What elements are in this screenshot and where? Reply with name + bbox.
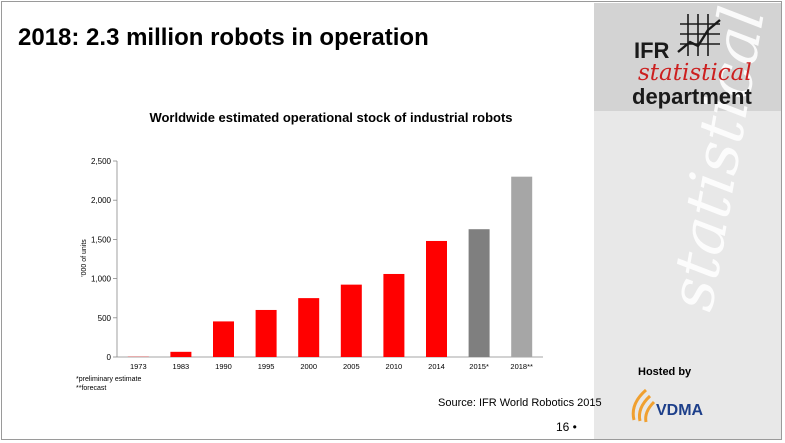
bar-2000 [298,298,320,357]
vdma-logo-text: VDMA [656,402,704,419]
bar-2005 [340,284,362,357]
hosted-by-label: Hosted by [638,366,692,378]
source-text: Source: IFR World Robotics 2015 [438,397,602,409]
x-tick-label: 1990 [215,362,232,371]
bars [127,176,533,357]
side-panel: statistical [594,3,782,440]
vdma-swoosh-icon [631,388,656,423]
page-number: 16 • [556,420,577,434]
ifr-logo-text: IFR [634,38,670,63]
footnotes: *preliminary estimate **forecast [76,375,141,393]
footnote-forecast: **forecast [76,385,107,392]
x-tick-label: 2010 [386,362,403,371]
x-tick-label: 1995 [258,362,275,371]
footnote-preliminary: *preliminary estimate [76,376,142,383]
bar-1983 [170,351,192,357]
bar-2018 [511,176,533,357]
x-tick-label: 2018** [510,362,533,371]
ifr-grid-icon [677,14,721,56]
bar-2010 [383,273,405,357]
y-axis-label: '000 of units [81,239,88,277]
bar-1995 [255,309,277,357]
x-tick-label: 1973 [130,362,147,371]
y-tick-label: 500 [98,314,112,323]
y-tick-label: 0 [107,353,112,362]
x-tick-label: 1983 [173,362,190,371]
y-tick-label: 2,500 [91,157,112,166]
bar-2015 [468,229,490,357]
y-tick-label: 1,000 [91,275,112,284]
x-tick-label: 2014 [428,362,445,371]
slide-title: 2018: 2.3 million robots in operation [18,24,429,51]
chart-title: Worldwide estimated operational stock of… [149,110,512,125]
x-axis-ticks: 1973 1983 1990 1995 2000 2005 2010 2014 2015* 201… [130,362,533,371]
bar-1990 [213,321,234,357]
statistical-logo-text: statistical [638,60,752,86]
x-tick-label: 2015* [469,362,489,371]
bar-2014 [426,240,447,357]
y-tick-label: 2,000 [91,196,112,205]
y-axis-ticks: 0 500 1,000 1,500 2,000 2,500 [91,157,117,362]
x-tick-label: 2000 [300,362,317,371]
department-logo-text: department [632,84,752,109]
y-tick-label: 1,500 [91,235,112,244]
x-tick-label: 2005 [343,362,360,371]
